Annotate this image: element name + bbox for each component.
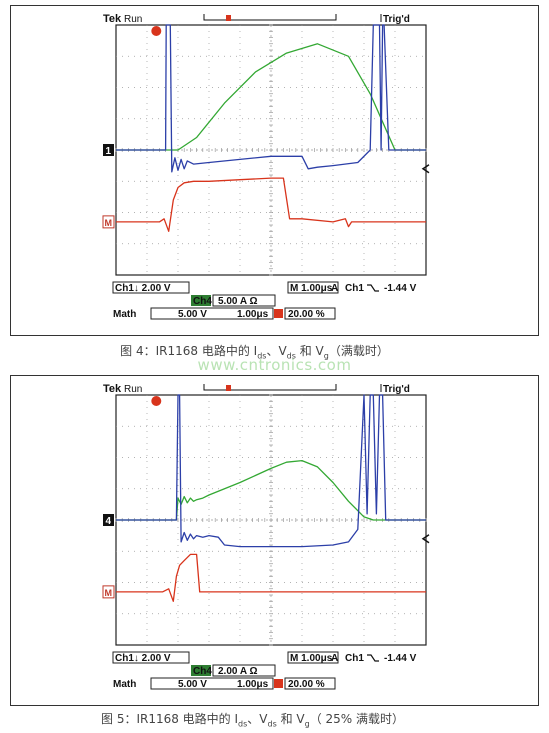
trace-ids [116, 43, 426, 151]
record-bracket [203, 14, 337, 21]
run-status: Run [124, 14, 142, 25]
math-label: Math [113, 309, 136, 320]
trigger-channel: Ch1 [345, 283, 364, 294]
channel-ground-marker [103, 514, 114, 526]
trigger-slope-icon [367, 284, 379, 292]
trace-vds [116, 394, 426, 548]
ch1-readout-box [112, 651, 190, 664]
trigger-pos-marker [226, 385, 231, 391]
ch4-scale-readout: 5.00 A Ω [218, 296, 258, 307]
trace-vg [116, 553, 426, 602]
trigger-t-marker [151, 26, 162, 36]
math-time-readout: 1.00μs [237, 679, 269, 690]
caption-figure-5: 图 5：IR1168 电路中的 Ids、Vds 和 Vg（ 25% 满载时） [101, 712, 404, 729]
ch1-readout-box [112, 281, 190, 294]
trigger-status: Trig'd [383, 384, 410, 395]
math-scale-readout: 5.00 V [178, 309, 207, 320]
ch4-label: Ch4 [193, 666, 212, 677]
brand-label: Tek [103, 383, 122, 395]
ch4-readout-box [212, 294, 276, 307]
trigger-position-icon [274, 309, 283, 318]
timebase-box [287, 281, 339, 294]
trigger-level-arrow [421, 164, 430, 174]
trace-vds [116, 24, 426, 173]
channel-marker-label: 1 [106, 146, 112, 157]
math-readout-box [150, 677, 274, 690]
trigger-position-box [284, 307, 336, 320]
record-bracket [203, 384, 337, 391]
timebase-box [287, 651, 339, 664]
math-ground-marker [102, 215, 115, 229]
ch4-label-box [191, 665, 211, 676]
ch4-scale-readout: 2.00 A Ω [218, 666, 258, 677]
caption-figure-4: 图 4：IR1168 电路中的 Ids、Vds 和 Vg（满载时） [120, 344, 389, 361]
trigger-source: A [331, 283, 338, 294]
timebase-readout: M 1.00μs [290, 283, 333, 294]
channel-marker-label: 4 [106, 516, 112, 527]
trigger-level-readout: -1.44 V [384, 653, 417, 664]
brand-label: Tek [103, 13, 122, 25]
trigger-slope-icon [367, 654, 379, 662]
run-status: Run [124, 384, 142, 395]
trigger-pos-marker [226, 15, 231, 21]
trigger-position-box [284, 677, 336, 690]
trigger-level-readout: -1.44 V [384, 283, 417, 294]
trigger-level-arrow [421, 534, 430, 544]
math-marker-label: M [105, 218, 113, 228]
trigger-channel: Ch1 [345, 653, 364, 664]
math-readout-box [150, 307, 274, 320]
math-ground-marker [102, 585, 115, 599]
trigger-position-readout: 20.00 % [288, 679, 325, 690]
oscilloscope-figure-1: Tek Run Trig'd 1 M Ch1↓ 2.00 V M 1.00μs A Ch1 -1.… [10, 5, 539, 336]
ch4-readout-box [212, 664, 276, 677]
ch1-scale-readout: Ch1↓ 2.00 V [115, 283, 171, 294]
ch4-label: Ch4 [193, 296, 212, 307]
trace-vg [116, 177, 426, 232]
timebase-readout: M 1.00μs [290, 653, 333, 664]
channel-ground-marker [103, 144, 114, 156]
trigger-position-readout: 20.00 % [288, 309, 325, 320]
ch4-label-box [191, 295, 211, 306]
ch1-scale-readout: Ch1↓ 2.00 V [115, 653, 171, 664]
math-marker-label: M [105, 588, 113, 598]
trace-ids [116, 459, 426, 521]
watermark: www.cntronics.com [197, 356, 352, 374]
math-time-readout: 1.00μs [237, 309, 269, 320]
trigger-t-marker [151, 396, 162, 406]
trigger-status: Trig'd [383, 14, 410, 25]
math-label: Math [113, 679, 136, 690]
trigger-position-icon [274, 679, 283, 688]
trigger-source: A [331, 653, 338, 664]
math-scale-readout: 5.00 V [178, 679, 207, 690]
oscilloscope-figure-2: Tek Run Trig'd 4 M Ch1↓ 2.00 V M 1.00μs A Ch1 -1.… [10, 375, 539, 706]
